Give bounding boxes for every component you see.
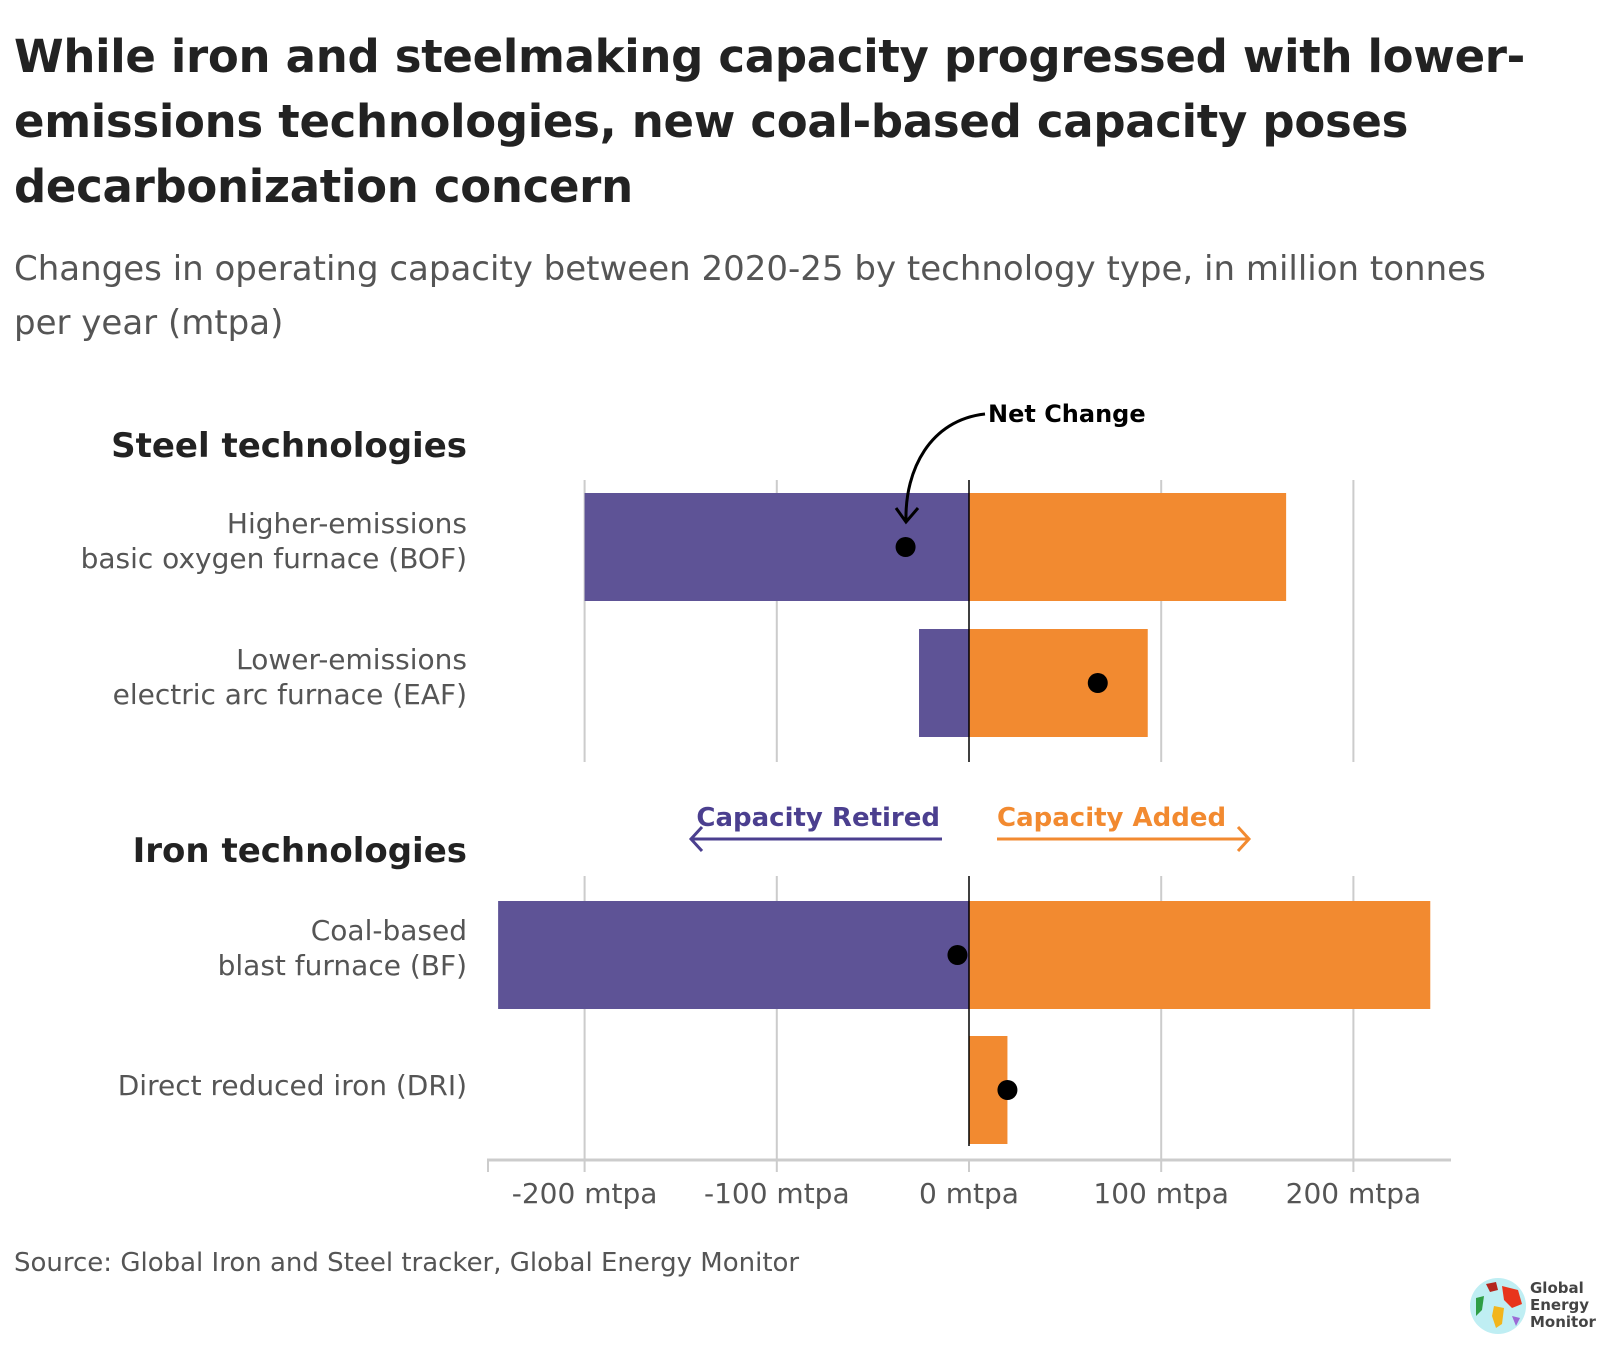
source-note: Source: Global Iron and Steel tracker, G… [14,1248,800,1278]
gem-logo: Global Energy Monitor [1468,1276,1608,1346]
capacity-retired-label: Capacity Retired [696,803,940,833]
bar-retired [919,629,969,737]
net-change-label: Net Change [988,400,1146,428]
chart-title: While iron and steelmaking capacity prog… [14,30,1526,213]
group-title-iron: Iron technologies [132,831,467,871]
net-change-arrowhead [894,507,920,525]
bar-added [969,901,1431,1009]
x-tick-label: 0 mtpa [919,1177,1019,1210]
bar-added [969,629,1148,737]
x-tick-label: 100 mtpa [1093,1177,1229,1210]
x-tick-label: -200 mtpa [512,1177,658,1210]
chart-subtitle: Changes in operating capacity between 20… [14,249,1486,343]
net-change-dot [895,537,916,557]
x-tick-label: -100 mtpa [704,1177,850,1210]
net-change-arrow [904,412,986,521]
logo-text: Global Energy Monitor [1530,1279,1596,1331]
bar-added [969,493,1287,601]
capacity-added-arrowhead [1236,825,1252,853]
capacity-added-label: Capacity Added [997,803,1226,833]
capacity-retired-arrowhead [688,825,704,853]
group-title-steel: Steel technologies [111,426,467,466]
x-axis: -200 mtpa -100 mtpa 0 mtpa 100 mtpa 200 mtpa [487,1158,1451,1210]
category-label-dri: Direct reduced iron (DRI) [117,1069,467,1102]
net-change-dot [947,945,968,965]
bars [498,493,1431,1144]
net-change-dot [997,1080,1018,1100]
bar-retired [498,901,969,1009]
category-label-eaf: Lower-emissions electric arc furnace (EA… [112,643,467,711]
category-label-bf: Coal-based blast furnace (BF) [217,914,467,982]
net-dots [895,537,1108,1100]
category-label-bof: Higher-emissions basic oxygen furnace (B… [80,507,467,575]
globe-icon [1470,1278,1526,1334]
x-tick-label: 200 mtpa [1286,1177,1422,1210]
net-change-dot [1087,673,1108,693]
